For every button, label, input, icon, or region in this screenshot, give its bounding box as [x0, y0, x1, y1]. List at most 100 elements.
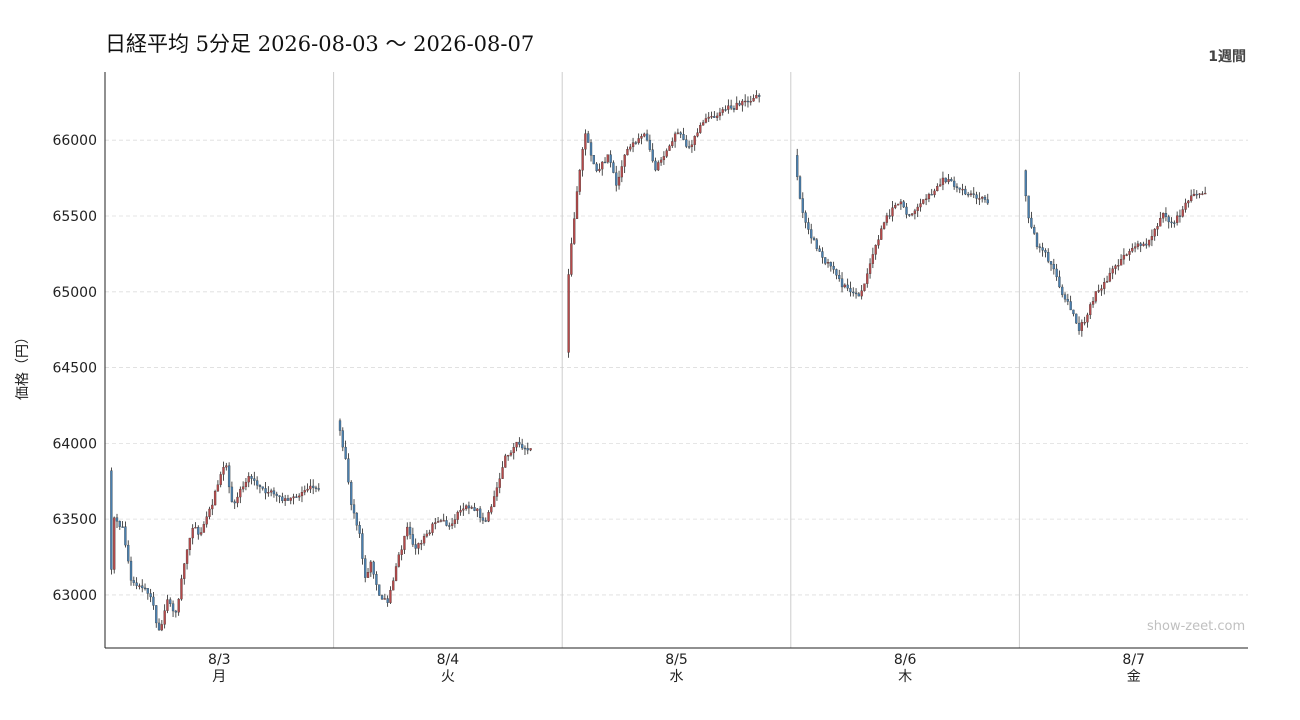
candle-body [1145, 243, 1148, 246]
candle-body [707, 116, 710, 119]
candle-body [687, 146, 691, 148]
candle-body [199, 532, 203, 535]
candle-body [521, 444, 524, 449]
candle-body [648, 139, 652, 150]
period-label[interactable]: 1週間 [1208, 49, 1246, 65]
candle-body [685, 139, 688, 147]
candle-body [163, 610, 166, 625]
candle-body [603, 161, 607, 164]
candle-body [967, 193, 970, 196]
candle-body [355, 512, 358, 526]
candle-body [509, 452, 513, 456]
candle-body [115, 517, 119, 522]
candle-body [1024, 170, 1027, 197]
candle-body [197, 527, 200, 535]
candle-body [631, 142, 635, 148]
candle-body [1089, 304, 1092, 316]
candle-body [155, 605, 158, 624]
candle-body [394, 566, 398, 581]
candle-body [183, 563, 186, 579]
candle-body [922, 199, 925, 204]
candle-body [1047, 252, 1050, 262]
y-tick-label: 63500 [52, 512, 97, 528]
candle-body [492, 496, 496, 507]
candle-body [464, 505, 468, 510]
candle-body [983, 196, 987, 200]
candle-body [1147, 239, 1151, 246]
candle-body [1156, 226, 1159, 230]
candle-body [439, 520, 443, 522]
candle-body [617, 176, 621, 186]
candle-body [169, 599, 172, 604]
candle-body [812, 237, 816, 240]
candle-body [408, 526, 412, 535]
candle-body [264, 488, 267, 494]
candle-body [696, 132, 699, 137]
tick-layer: 63000 63500 64000 64500 65000 65500 66000 8/3月 8… [52, 133, 1145, 685]
candle-body [659, 159, 663, 163]
candle-body [1170, 221, 1173, 224]
candle-body [645, 133, 649, 141]
candle-body [578, 170, 581, 192]
candle-body [515, 441, 518, 448]
watermark: show-zeet.com [1147, 619, 1246, 634]
candle-body [366, 572, 370, 578]
candle-body [1167, 216, 1170, 223]
candle-body [796, 155, 799, 177]
candle-body [801, 198, 804, 213]
candle-body [958, 187, 961, 190]
candle-body [389, 590, 392, 603]
x-tick-weekday: 水 [670, 669, 684, 685]
candle-body [216, 484, 220, 492]
candle-body [575, 191, 579, 219]
candle-body [587, 133, 590, 143]
candle-body [253, 478, 256, 481]
candle-body [445, 520, 448, 526]
candle-body [570, 243, 573, 275]
candle-body [213, 491, 217, 506]
candle-body [933, 190, 936, 196]
candle-body [598, 168, 601, 172]
candle-body [1058, 276, 1061, 288]
candle-body [434, 522, 437, 525]
candle-body [941, 177, 945, 185]
candle-body [1173, 222, 1176, 224]
candle-body [612, 162, 615, 173]
candle-body [378, 584, 381, 596]
candle-body [462, 508, 465, 511]
candle-body [981, 196, 984, 199]
candle-body [857, 293, 861, 297]
candle-body [871, 254, 875, 264]
candle-body [303, 490, 306, 493]
candle-body [247, 476, 250, 483]
candle-body [955, 186, 959, 189]
y-tick-label: 66000 [52, 133, 97, 149]
candle-body [1184, 202, 1187, 210]
candle-body [930, 194, 933, 196]
grid-layer [105, 139, 1248, 596]
candle-body [414, 544, 417, 549]
candle-body [160, 624, 163, 631]
candle-body [110, 470, 113, 570]
candle-body [1153, 229, 1156, 237]
candle-body [403, 535, 406, 550]
candle-body [1030, 217, 1033, 228]
candle-body [620, 166, 624, 178]
candle-body [1038, 246, 1041, 248]
candle-body [657, 162, 660, 171]
candle-body [615, 172, 618, 186]
candle-body [174, 610, 178, 613]
candle-body [352, 504, 356, 514]
candle-body [526, 448, 529, 451]
candle-body [601, 161, 604, 170]
candle-body [755, 95, 758, 99]
candle-body [682, 134, 685, 140]
candle-body [261, 486, 264, 489]
candle-body [383, 598, 386, 600]
candle-body [710, 116, 713, 118]
candle-body [567, 274, 570, 353]
candle-body [662, 156, 666, 161]
candle-body [673, 133, 677, 142]
candle-body [746, 100, 750, 103]
